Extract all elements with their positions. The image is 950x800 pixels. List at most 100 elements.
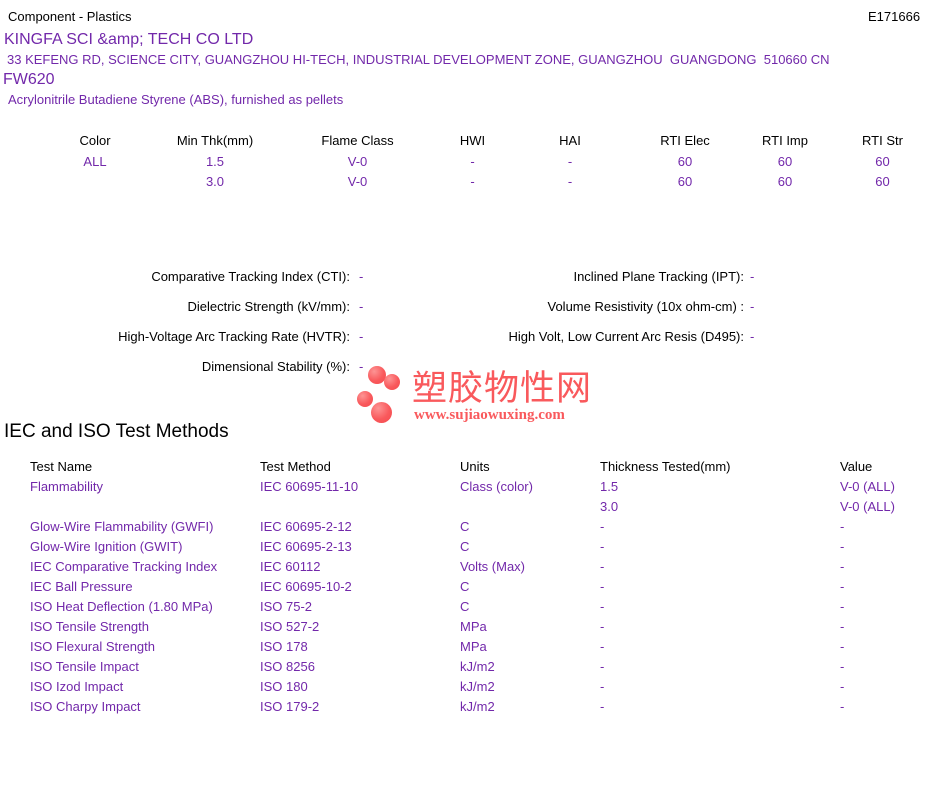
tm-cell-test_name: ISO Flexural Strength [30, 639, 155, 654]
tm-cell-test_method: ISO 8256 [260, 659, 315, 674]
tm-cell-test_name: Glow-Wire Ignition (GWIT) [30, 539, 183, 554]
tm-cell-value: - [840, 699, 845, 714]
logo-dot-icon [384, 374, 400, 390]
ratings-header-cell: Color [79, 133, 111, 148]
tm-cell-thickness: - [600, 519, 605, 534]
tm-cell-test_method: ISO 179-2 [260, 699, 320, 714]
tm-cell-test_method: ISO 527-2 [260, 619, 320, 634]
ratings-cell: - [470, 154, 475, 169]
tm-cell-value: - [840, 539, 845, 554]
test-method-row: ISO Flexural Strength ISO 178 MPa - - [0, 639, 950, 659]
tm-cell-test_method: IEC 60695-2-13 [260, 539, 352, 554]
company-address: 33 KEFENG RD, SCIENCE CITY, GUANGZHOU HI… [7, 52, 830, 67]
property-label: Comparative Tracking Index (CTI): [151, 269, 350, 284]
tm-cell-test_name: ISO Charpy Impact [30, 699, 141, 714]
ratings-header-cell: RTI Imp [762, 133, 808, 148]
property-label: Volume Resistivity (10x ohm-cm) : [547, 299, 745, 314]
tm-cell-test_method: ISO 75-2 [260, 599, 313, 614]
tm-cell-thickness: - [600, 559, 605, 574]
test-method-row: IEC Ball Pressure IEC 60695-10-2 C - - [0, 579, 950, 599]
property-value: - [750, 329, 755, 344]
property-label: High-Voltage Arc Tracking Rate (HVTR): [118, 329, 350, 344]
tm-cell-value: V-0 (ALL) [840, 479, 895, 494]
logo-dot-icon [371, 402, 392, 423]
tm-cell-value: - [840, 599, 845, 614]
file-number: E171666 [868, 9, 921, 24]
tm-cell-units: kJ/m2 [460, 659, 495, 674]
tm-cell-value: - [840, 559, 845, 574]
tm-cell-thickness: 1.5 [600, 479, 619, 494]
property-label: Dimensional Stability (%): [201, 359, 350, 374]
property-label: Dielectric Strength (kV/mm): [187, 299, 350, 314]
test-method-row: ISO Charpy Impact ISO 179-2 kJ/m2 - - [0, 699, 950, 719]
property-row: High Volt, Low Current Arc Resis (D495):… [400, 329, 754, 359]
test-method-row: ISO Tensile Impact ISO 8256 kJ/m2 - - [0, 659, 950, 679]
tm-cell-test_method: IEC 60695-2-12 [260, 519, 352, 534]
property-value: - [750, 299, 755, 314]
tm-cell-units: Class (color) [460, 479, 533, 494]
tm-cell-thickness: - [600, 599, 605, 614]
test-method-row: Glow-Wire Flammability (GWFI) IEC 60695-2… [0, 519, 950, 539]
test-method-row: Glow-Wire Ignition (GWIT) IEC 60695-2-13 C… [0, 539, 950, 559]
logo-dot-icon [368, 366, 386, 384]
tm-cell-value: V-0 (ALL) [840, 499, 895, 514]
property-value: - [750, 269, 755, 284]
tm-cell-units: kJ/m2 [460, 699, 495, 714]
ratings-cell: V-0 [347, 174, 368, 189]
ratings-cell: 60 [677, 154, 693, 169]
tm-cell-thickness: - [600, 679, 605, 694]
ratings-header-cell: RTI Str [862, 133, 903, 148]
tm-cell-value: - [840, 579, 845, 594]
column-header-test-method: Test Method [260, 459, 331, 474]
ratings-header-cell: HWI [459, 133, 486, 148]
tm-cell-units: C [460, 579, 470, 594]
tm-cell-value: - [840, 659, 845, 674]
property-row: Dimensional Stability (%): - [0, 359, 363, 389]
electrical-properties-right: Inclined Plane Tracking (IPT): - Volume Re… [400, 269, 754, 359]
tm-cell-units: MPa [460, 619, 487, 634]
column-header-thickness: Thickness Tested(mm) [600, 459, 731, 474]
property-row: High-Voltage Arc Tracking Rate (HVTR): - [0, 329, 363, 359]
property-row: Comparative Tracking Index (CTI): - [0, 269, 363, 299]
ratings-header-cell: RTI Elec [660, 133, 710, 148]
ratings-cell: 3.0 [205, 174, 225, 189]
ratings-cell: 1.5 [205, 154, 225, 169]
tm-cell-test_name: IEC Comparative Tracking Index [30, 559, 218, 574]
ratings-header-cell: HAI [559, 133, 581, 148]
electrical-properties-left: Comparative Tracking Index (CTI): - Dielec… [0, 269, 363, 389]
tm-cell-units: Volts (Max) [460, 559, 526, 574]
ratings-cell: 60 [677, 174, 693, 189]
tm-cell-test_name: ISO Heat Deflection (1.80 MPa) [30, 599, 213, 614]
property-row: Inclined Plane Tracking (IPT): - [400, 269, 754, 299]
tm-cell-test_name: Glow-Wire Flammability (GWFI) [30, 519, 214, 534]
tm-cell-units: MPa [460, 639, 487, 654]
tm-cell-value: - [840, 679, 845, 694]
ratings-cell: V-0 [347, 154, 368, 169]
tm-cell-value: - [840, 619, 845, 634]
ratings-header-cell: Flame Class [321, 133, 394, 148]
tm-cell-units: C [460, 539, 470, 554]
tm-cell-test_name: ISO Tensile Strength [30, 619, 149, 634]
test-method-row: Flammability IEC 60695-11-10 Class (color)… [0, 479, 950, 499]
property-row: Dielectric Strength (kV/mm): - [0, 299, 363, 329]
ratings-cell: ALL [83, 154, 107, 169]
test-method-row: ISO Tensile Strength ISO 527-2 MPa - - [0, 619, 950, 639]
ratings-cell: - [567, 174, 573, 189]
property-value: - [359, 359, 364, 374]
tm-cell-thickness: - [600, 699, 605, 714]
test-method-row: ISO Izod Impact ISO 180 kJ/m2 - - [0, 679, 950, 699]
section-title-test-methods: IEC and ISO Test Methods [4, 421, 229, 442]
ratings-cell: - [470, 174, 475, 189]
property-label: Inclined Plane Tracking (IPT): [573, 269, 744, 284]
property-label: High Volt, Low Current Arc Resis (D495): [508, 329, 744, 344]
company-name: KINGFA SCI &amp; TECH CO LTD [4, 31, 254, 48]
tm-cell-thickness: - [600, 659, 605, 674]
tm-cell-thickness: - [600, 579, 605, 594]
column-header-units: Units [460, 459, 490, 474]
tm-cell-thickness: - [600, 619, 605, 634]
property-value: - [359, 329, 364, 344]
ratings-data-row: 3.0 V-0 - - 60 60 60 [40, 174, 935, 189]
tm-cell-units: kJ/m2 [460, 679, 495, 694]
ratings-cell: 60 [875, 174, 890, 189]
property-value: - [359, 299, 364, 314]
